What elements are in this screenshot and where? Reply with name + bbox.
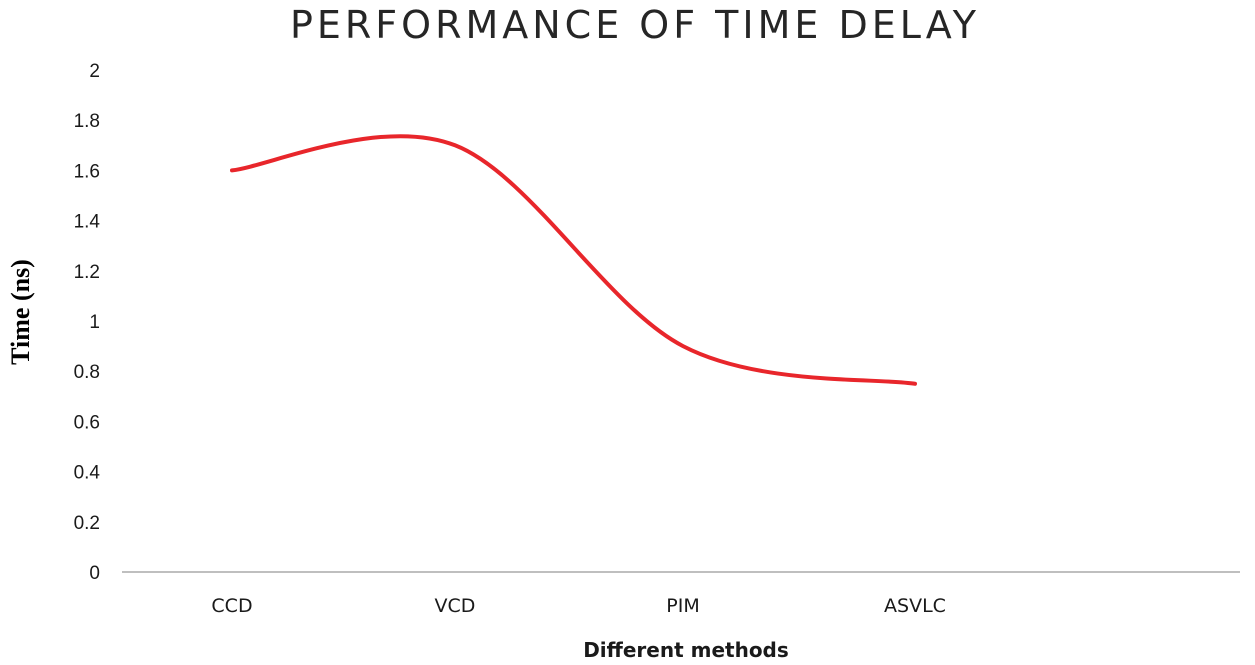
y-tick-label: 1.6 [74,161,100,182]
y-tick-label: 0.2 [74,513,100,534]
x-tick-label: PIM [666,595,699,617]
x-axis-label: Different methods [583,638,789,662]
y-axis-label: Time (ns) [6,259,35,365]
y-tick-label: 1.8 [74,111,100,132]
y-tick-label: 0 [89,563,100,584]
x-tick-label: VCD [435,595,476,617]
y-tick-label: 1 [89,312,100,333]
y-tick-label: 0.6 [74,412,100,433]
y-axis-ticks: 0 0.2 0.4 0.6 0.8 1 1.2 1.4 1.6 1.8 2 [74,61,101,584]
x-tick-label: CCD [211,595,252,617]
y-tick-label: 2 [89,61,100,82]
series-group [230,134,917,386]
x-axis-ticks: CCD VCD PIM ASVLC [211,595,946,617]
y-tick-label: 1.2 [74,262,100,283]
y-tick-label: 0.4 [74,463,101,484]
y-tick-label: 1.4 [74,212,101,233]
y-tick-label: 0.8 [74,362,100,383]
x-tick-label: ASVLC [884,595,946,617]
chart-title: PERFORMANCE OF TIME DELAY [290,3,980,47]
series-line [230,134,917,386]
